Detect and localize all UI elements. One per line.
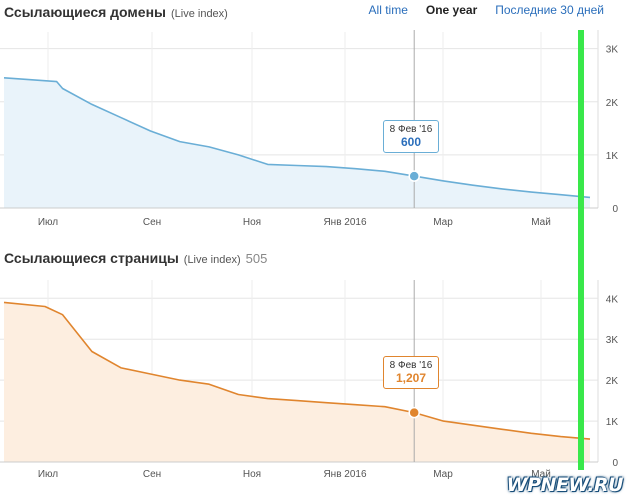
x-tick-label: Май (531, 469, 551, 480)
y-tick-label: 4K (606, 294, 619, 305)
x-tick-label: Июл (38, 217, 58, 228)
series-area (4, 302, 590, 462)
x-tick-label: Мар (433, 469, 453, 480)
hover-point (408, 170, 420, 182)
y-tick-label: 1K (606, 151, 619, 162)
series-line (3, 77, 591, 199)
pages-chart: 0 1K 2K 3K 4K Июл Сен Ноя Янв 2016 Мар Май (0, 280, 619, 480)
x-tick-label: Сен (143, 469, 161, 480)
series-area (4, 77, 590, 208)
x-tick-label: Июл (38, 469, 58, 480)
pages-title-row: Ссылающиеся страницы (Live index) 505 (4, 250, 267, 266)
series-line (3, 301, 591, 440)
x-tick-label: Мар (433, 217, 453, 228)
x-tick-label: Янв 2016 (323, 469, 367, 480)
y-tick-label: 2K (606, 98, 619, 109)
x-tick-label: Май (531, 217, 551, 228)
x-tick-label: Ноя (243, 217, 261, 228)
domains-title-row: Ссылающиеся домены (Live index) (4, 4, 228, 20)
pages-count: 505 (245, 251, 268, 266)
range-tabs: All time One year Последние 30 дней (369, 3, 604, 17)
y-tick-label: 1K (606, 417, 619, 428)
x-tick-label: Янв 2016 (323, 217, 367, 228)
range-tab-last-30-days[interactable]: Последние 30 дней (495, 3, 604, 17)
x-tick-label: Сен (143, 217, 161, 228)
highlight-bar (578, 30, 584, 470)
domains-tooltip-date: 8 Фев '16 (389, 124, 433, 135)
pages-tooltip-value: 1,207 (395, 371, 427, 385)
y-tick-label: 2K (606, 376, 619, 387)
y-tick-label: 3K (606, 45, 619, 56)
domains-tooltip-value: 600 (400, 135, 422, 149)
y-tick-label: 3K (606, 335, 619, 346)
domains-title: Ссылающиеся домены (4, 4, 166, 20)
watermark-logo: WPNEW.RU (506, 474, 624, 496)
domains-tooltip: 8 Фев '16 600 (383, 120, 439, 153)
pages-subtitle: (Live index) (183, 254, 241, 266)
hover-point (408, 406, 420, 419)
pages-title: Ссылающиеся страницы (4, 250, 179, 266)
domains-chart: 0 1K 2K 3K Июл Сен Ноя Янв 2016 Мар Май (0, 30, 619, 228)
y-tick-label: 0 (612, 458, 618, 469)
domains-subtitle: (Live index) (170, 8, 228, 20)
range-tab-one-year[interactable]: One year (425, 3, 478, 17)
pages-tooltip: 8 Фев '16 1,207 (383, 356, 439, 389)
x-tick-label: Ноя (243, 469, 261, 480)
y-tick-label: 0 (612, 204, 618, 215)
pages-tooltip-date: 8 Фев '16 (389, 360, 433, 371)
range-tab-all-time[interactable]: All time (368, 3, 408, 17)
